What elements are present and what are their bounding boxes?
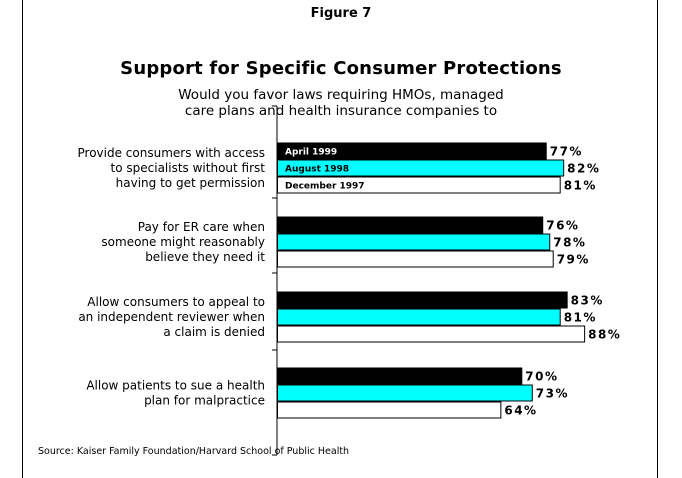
value-label: 81% [564, 311, 597, 325]
bar [277, 176, 561, 194]
category-label: someone might reasonably [101, 235, 265, 249]
category-label: to specialists without first [111, 161, 266, 175]
bar [277, 308, 561, 326]
bar [277, 367, 523, 385]
legend: April 1999 August 1998 December 1997 [285, 148, 365, 192]
category-label: believe they need it [145, 250, 265, 264]
bar [277, 216, 544, 234]
category-label: having to get permission [116, 176, 265, 190]
source-note: Source: Kaiser Family Foundation/Harvard… [38, 446, 350, 457]
value-label: 70% [525, 370, 558, 384]
chart-title: Support for Specific Consumer Protection… [120, 58, 562, 79]
category-label: plan for malpractice [144, 394, 265, 408]
bar [277, 325, 586, 343]
bar [277, 159, 565, 177]
value-labels: 77% 82% 81% 76% 78% 79% 83% 81% 88% 70% 73% 64% [504, 145, 621, 418]
legend-label: April 1999 [285, 148, 337, 158]
legend-label: August 1998 [285, 165, 349, 175]
value-label: 88% [588, 328, 621, 342]
category-label: Provide consumers with access [78, 146, 265, 160]
value-label: 78% [553, 236, 586, 250]
figure-frame [22, 0, 658, 478]
value-label: 82% [567, 162, 600, 176]
category-label: an independent reviewer when [78, 310, 265, 324]
bar [277, 384, 533, 402]
category-label: Pay for ER care when [138, 220, 265, 234]
value-label: 79% [557, 253, 590, 267]
value-label: 73% [536, 387, 569, 401]
chart-subtitle: Would you favor laws requiring HMOs, man… [178, 87, 504, 119]
category-label: a claim is denied [163, 325, 265, 339]
value-label: 77% [550, 145, 583, 159]
category-label: Allow patients to sue a health [86, 379, 265, 393]
bar [277, 233, 551, 251]
bars [277, 142, 586, 419]
legend-label: December 1997 [285, 182, 365, 192]
bar [277, 291, 568, 309]
category-label: Allow consumers to appeal to [87, 295, 265, 309]
chart-axis [272, 105, 278, 456]
value-label: 81% [564, 179, 597, 193]
value-label: 76% [546, 219, 579, 233]
bar [277, 142, 547, 160]
figure-label: Figure 7 [310, 6, 372, 21]
value-label: 83% [571, 294, 604, 308]
bar [277, 250, 554, 268]
bar [277, 401, 502, 419]
value-label: 64% [504, 404, 537, 418]
